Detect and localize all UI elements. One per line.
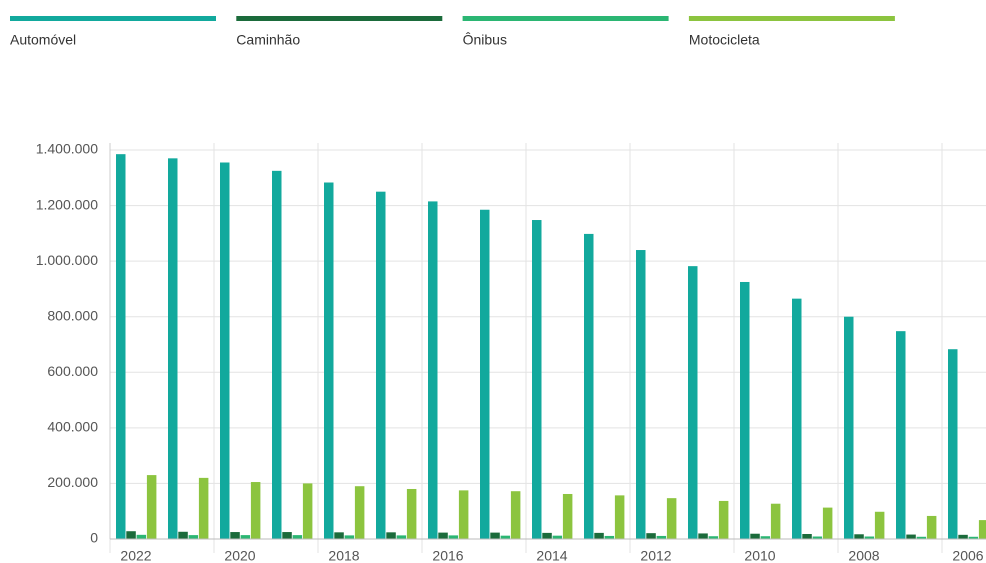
bar — [188, 535, 199, 539]
bar — [428, 201, 438, 539]
bar — [604, 535, 615, 539]
bar — [864, 536, 875, 539]
bar — [718, 500, 729, 539]
y-tick-label: 200.000 — [47, 474, 98, 490]
bar — [542, 532, 552, 539]
bar — [584, 233, 594, 540]
bar — [594, 532, 604, 539]
bar — [552, 535, 563, 539]
bar — [698, 533, 708, 539]
x-tick-label: 2016 — [432, 548, 463, 563]
bar — [708, 536, 719, 539]
bar — [562, 493, 573, 539]
bar — [822, 507, 833, 539]
bar — [792, 298, 802, 539]
x-tick-label: 2022 — [120, 548, 151, 563]
bar — [740, 281, 750, 539]
bar — [272, 170, 282, 539]
bar — [916, 536, 927, 539]
bar — [948, 349, 958, 539]
bar — [926, 515, 937, 539]
bar — [396, 535, 407, 539]
legend-swatch — [462, 16, 669, 21]
bar — [448, 535, 459, 539]
bar — [354, 486, 365, 539]
bar — [896, 331, 906, 539]
y-tick-label: 1.400.000 — [36, 141, 98, 157]
bar — [958, 534, 968, 539]
y-tick-label: 600.000 — [47, 363, 98, 379]
bar — [250, 482, 261, 539]
bar — [282, 532, 292, 539]
bar — [656, 535, 667, 539]
legend-label: Motocicleta — [689, 32, 760, 48]
bar — [480, 209, 490, 539]
y-tick-label: 1.200.000 — [36, 196, 98, 212]
bar — [458, 490, 469, 539]
x-tick-label: 2018 — [328, 548, 359, 563]
bar — [146, 475, 157, 539]
x-tick-label: 2008 — [848, 548, 879, 563]
bar — [614, 495, 625, 539]
legend-label: Automóvel — [10, 32, 76, 48]
bar — [750, 533, 760, 539]
bar — [438, 532, 448, 539]
legend-swatch — [10, 16, 216, 21]
bar — [688, 266, 698, 539]
bar — [240, 535, 251, 539]
bar — [324, 182, 334, 540]
bar — [906, 534, 916, 539]
legend-label: Caminhão — [236, 32, 300, 48]
y-tick-label: 800.000 — [47, 307, 98, 323]
y-tick-label: 400.000 — [47, 419, 98, 435]
bar — [770, 503, 781, 539]
bar — [126, 531, 136, 539]
bar — [334, 532, 344, 539]
bar — [500, 535, 511, 539]
x-tick-label: 2006 — [952, 548, 983, 563]
bar — [344, 535, 355, 539]
bar — [386, 532, 396, 539]
bar — [646, 533, 656, 539]
bar — [978, 520, 986, 539]
bar — [844, 316, 854, 539]
bar — [490, 532, 500, 539]
legend-swatch — [688, 16, 895, 21]
bar — [116, 154, 126, 540]
y-tick-label: 0 — [90, 530, 98, 546]
x-tick-label: 2020 — [224, 548, 255, 563]
legend-swatch — [236, 16, 443, 21]
bar — [302, 483, 313, 539]
x-tick-label: 2012 — [640, 548, 671, 563]
bar — [406, 488, 417, 539]
y-tick-label: 1.000.000 — [36, 252, 98, 268]
bar — [874, 511, 885, 539]
bar — [510, 491, 521, 539]
bar — [376, 191, 386, 539]
bar — [220, 162, 230, 539]
bar — [666, 498, 677, 539]
x-tick-label: 2010 — [744, 548, 775, 563]
bar — [968, 536, 979, 539]
bar — [636, 250, 646, 539]
bar — [854, 534, 864, 539]
bar — [230, 532, 240, 539]
x-tick-label: 2014 — [536, 548, 567, 563]
bar — [802, 533, 812, 539]
bar — [178, 531, 188, 539]
bar — [532, 220, 542, 539]
bar — [168, 158, 178, 540]
bar — [760, 536, 771, 539]
legend-label: Ônibus — [463, 32, 507, 48]
bar — [812, 536, 823, 539]
bar — [198, 477, 209, 539]
bar — [292, 535, 303, 539]
bar — [136, 534, 147, 539]
